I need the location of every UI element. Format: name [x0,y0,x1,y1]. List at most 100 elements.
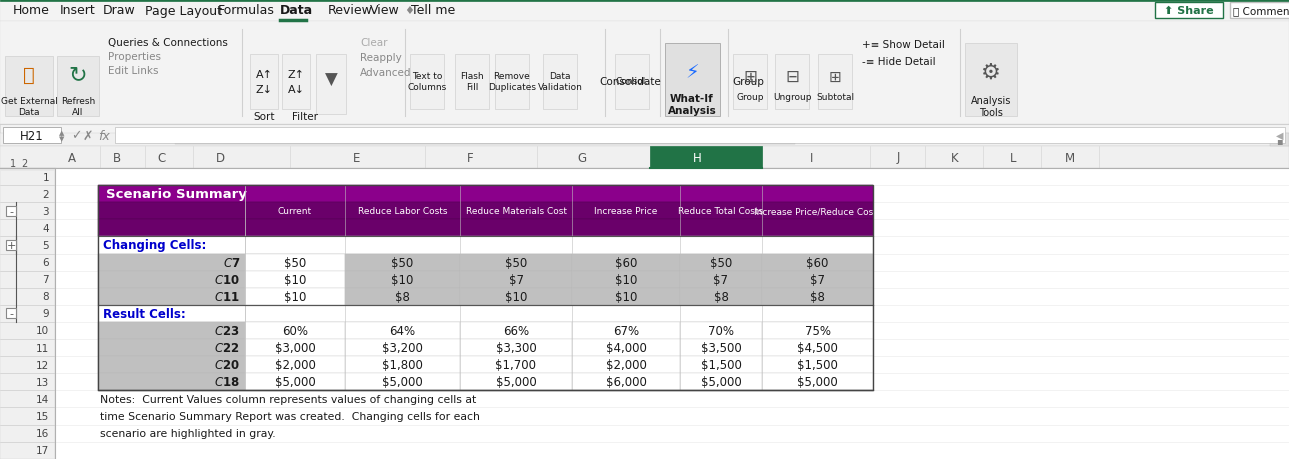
Text: Advanced: Advanced [360,68,411,78]
Text: Z↑: Z↑ [287,70,304,80]
Bar [282,55,309,110]
Bar [1270,134,1289,147]
Text: J: J [896,151,900,164]
Bar [681,339,762,356]
Bar [460,288,572,305]
Text: $2,000: $2,000 [275,358,316,371]
Bar [98,271,873,288]
Bar [57,57,99,117]
Bar [98,237,873,254]
Bar [733,55,767,110]
Bar [98,339,245,356]
Text: $C$7: $C$7 [223,256,240,269]
Text: $10: $10 [615,273,637,286]
Text: fx: fx [98,129,110,142]
Text: +≡ Show Detail: +≡ Show Detail [862,40,945,50]
Bar [316,55,345,115]
Text: time Scenario Summary Report was created.  Changing cells for each: time Scenario Summary Report was created… [101,411,480,421]
Text: ⚡: ⚡ [686,63,699,82]
Text: ✗: ✗ [82,129,93,142]
Bar [572,288,681,305]
Text: Data
Validation: Data Validation [538,72,583,91]
Text: $50: $50 [710,256,732,269]
Text: L: L [1009,151,1016,164]
Bar [345,271,460,288]
Text: $50: $50 [505,256,527,269]
Text: Refresh
All: Refresh All [61,97,95,117]
Bar [965,44,1017,117]
Text: ▪: ▪ [1276,136,1283,146]
Bar [681,254,762,271]
Text: 5: 5 [43,241,49,251]
Bar [775,55,809,110]
Bar [345,373,460,391]
Text: I: I [811,151,813,164]
Text: Current: Current [278,207,312,216]
Text: 13: 13 [36,377,49,387]
Text: Draw: Draw [103,5,135,17]
Bar [762,271,873,288]
Text: $5,000: $5,000 [496,375,536,388]
Text: ⊟: ⊟ [785,68,799,86]
Text: Tell me: Tell me [411,5,455,17]
Bar [762,356,873,373]
Bar [762,373,873,391]
Bar [460,339,572,356]
Bar [245,356,345,373]
Bar [98,356,873,373]
Text: $60: $60 [615,256,637,269]
Text: Reduce Labor Costs: Reduce Labor Costs [358,207,447,216]
Bar [762,288,873,305]
Text: 6: 6 [43,257,49,268]
Text: $5,000: $5,000 [275,375,316,388]
Text: E: E [353,151,361,164]
Bar [98,254,873,271]
Text: Sort: Sort [253,112,275,122]
Bar [245,322,345,339]
Text: $3,300: $3,300 [496,341,536,354]
Text: ⊞: ⊞ [829,69,842,84]
Text: $1,500: $1,500 [700,358,741,371]
Text: H21: H21 [21,129,44,142]
Text: Increase Price: Increase Price [594,207,657,216]
Bar [681,322,762,339]
Bar [345,288,460,305]
Bar [460,356,572,373]
Text: $10: $10 [615,290,637,303]
Bar [665,44,721,117]
Text: ▼: ▼ [325,71,338,89]
Bar [98,186,873,391]
Bar [250,55,278,110]
Text: 1: 1 [10,159,15,168]
Text: 11: 11 [36,343,49,353]
Text: Remove
Duplicates: Remove Duplicates [489,72,536,91]
Bar [455,55,489,110]
Text: Changing Cells:: Changing Cells: [103,239,206,252]
Bar [460,373,572,391]
Text: -≡ Hide Detail: -≡ Hide Detail [862,57,936,67]
Bar [3,128,61,144]
Text: +: + [6,241,15,251]
Text: $5,000: $5,000 [701,375,741,388]
Text: $8: $8 [809,290,825,303]
Bar [6,308,15,319]
Text: A↑: A↑ [255,70,272,80]
Bar [98,373,873,391]
Bar [0,168,55,171]
Text: scenario are highlighted in gray.: scenario are highlighted in gray. [101,428,276,438]
Text: 2: 2 [43,189,49,199]
Text: $8: $8 [394,290,410,303]
Bar [245,254,345,271]
Bar [460,271,572,288]
Text: $50: $50 [284,256,305,269]
Bar [460,322,572,339]
Text: Consol.: Consol. [615,77,648,86]
Text: ▲: ▲ [59,130,64,136]
Text: -: - [9,206,13,216]
Bar [6,241,15,251]
Bar [460,254,572,271]
Text: $C$18: $C$18 [214,375,240,388]
Text: 75%: 75% [804,324,830,337]
Text: 67%: 67% [614,324,639,337]
Text: 15: 15 [36,411,49,421]
